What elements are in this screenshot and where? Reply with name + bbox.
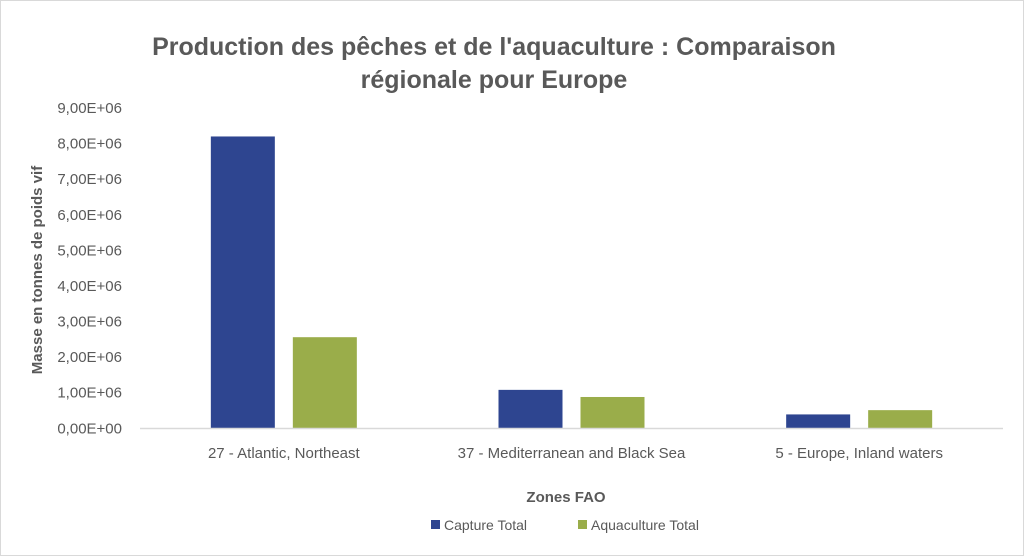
chart-title-line-1: Production des pêches et de l'aquacultur… bbox=[152, 33, 836, 61]
y-axis-label: Masse en tonnes de poids vif bbox=[29, 165, 46, 374]
legend-label: Capture Total bbox=[444, 517, 527, 533]
y-tick-label: 7,00E+06 bbox=[57, 171, 122, 188]
y-tick-label: 6,00E+06 bbox=[57, 207, 122, 224]
legend-swatch bbox=[578, 520, 587, 529]
x-axis-label: Zones FAO bbox=[526, 489, 606, 506]
chart-title-line-2: régionale pour Europe bbox=[361, 66, 628, 94]
bar-capture-total bbox=[498, 389, 563, 429]
x-tick-label: 5 - Europe, Inland waters bbox=[775, 445, 943, 462]
bar-capture-total bbox=[210, 136, 275, 429]
legend: Capture Total Aquaculture Total bbox=[431, 517, 699, 533]
y-tick-label: 9,00E+06 bbox=[57, 100, 122, 117]
y-tick-label: 2,00E+06 bbox=[57, 349, 122, 366]
x-tick-label: 27 - Atlantic, Northeast bbox=[208, 445, 361, 462]
y-tick-label: 0,00E+00 bbox=[57, 420, 122, 437]
y-tick-label: 5,00E+06 bbox=[57, 242, 122, 259]
y-tick-label: 3,00E+06 bbox=[57, 314, 122, 331]
bar-capture-total bbox=[786, 414, 851, 429]
bar-aquaculture-total bbox=[868, 410, 933, 429]
y-tick-label: 4,00E+06 bbox=[57, 278, 122, 295]
y-tick-label: 1,00E+06 bbox=[57, 385, 122, 402]
x-tick-label: 37 - Mediterranean and Black Sea bbox=[458, 445, 686, 462]
bar-aquaculture-total bbox=[580, 396, 645, 429]
bar-aquaculture-total bbox=[292, 337, 357, 429]
legend-label: Aquaculture Total bbox=[591, 517, 699, 533]
legend-swatch bbox=[431, 520, 440, 529]
y-tick-label: 8,00E+06 bbox=[57, 136, 122, 153]
